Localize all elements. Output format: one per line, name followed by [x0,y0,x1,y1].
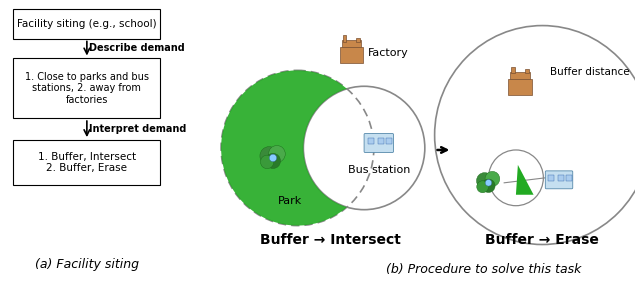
FancyBboxPatch shape [342,40,361,47]
Text: Bus station: Bus station [348,165,410,175]
Text: Buffer → Erase: Buffer → Erase [485,232,599,247]
FancyBboxPatch shape [566,175,572,181]
FancyBboxPatch shape [13,9,161,38]
Circle shape [260,155,274,169]
Circle shape [485,180,492,186]
FancyBboxPatch shape [342,35,346,42]
FancyBboxPatch shape [558,175,564,181]
FancyBboxPatch shape [364,133,394,152]
FancyBboxPatch shape [368,137,374,144]
Circle shape [269,154,276,162]
Polygon shape [221,70,347,226]
Text: (a) Facility siting: (a) Facility siting [35,258,139,271]
FancyBboxPatch shape [508,79,532,95]
FancyBboxPatch shape [525,69,529,73]
FancyBboxPatch shape [548,175,554,181]
Circle shape [477,172,493,189]
Text: Describe demand: Describe demand [89,43,184,53]
FancyBboxPatch shape [511,67,515,73]
FancyBboxPatch shape [545,171,573,189]
FancyBboxPatch shape [13,59,161,118]
Text: 1. Close to parks and bus
stations, 2. away from
factories: 1. Close to parks and bus stations, 2. a… [25,72,149,105]
Circle shape [266,153,280,168]
Text: Park: Park [278,196,302,206]
FancyBboxPatch shape [356,38,360,42]
Text: Factory: Factory [368,49,409,59]
Text: Interpret demand: Interpret demand [89,124,186,134]
Text: Buffer → Intersect: Buffer → Intersect [260,232,401,247]
FancyBboxPatch shape [510,72,530,79]
Text: (b) Procedure to solve this task: (b) Procedure to solve this task [386,263,581,276]
Circle shape [485,171,500,186]
Polygon shape [516,165,534,195]
Circle shape [269,146,285,162]
FancyBboxPatch shape [378,137,384,144]
FancyBboxPatch shape [13,140,161,185]
Text: Facility siting (e.g., school): Facility siting (e.g., school) [17,19,157,29]
FancyBboxPatch shape [340,47,363,63]
FancyBboxPatch shape [386,137,392,144]
Circle shape [482,179,495,193]
Text: Buffer distance: Buffer distance [550,67,630,77]
Circle shape [477,181,488,193]
Circle shape [260,147,278,165]
Text: 1. Buffer, Intersect
2. Buffer, Erase: 1. Buffer, Intersect 2. Buffer, Erase [38,152,136,173]
